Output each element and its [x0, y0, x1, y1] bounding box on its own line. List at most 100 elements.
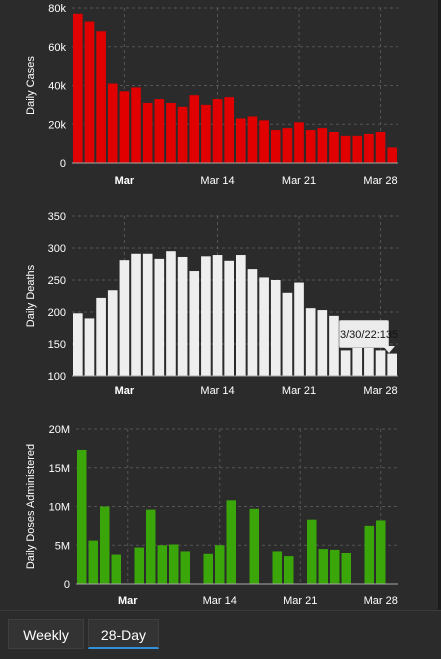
bar[interactable]: [134, 547, 145, 584]
bar[interactable]: [247, 116, 258, 164]
bar[interactable]: [224, 260, 234, 376]
y-tick-label: 10M: [49, 502, 70, 514]
y-tick-label: 5M: [55, 540, 70, 552]
bar[interactable]: [119, 91, 130, 163]
bar[interactable]: [282, 128, 293, 163]
x-tick-label: Mar 14: [200, 385, 234, 397]
bar[interactable]: [73, 313, 83, 376]
bar[interactable]: [201, 104, 211, 163]
bar[interactable]: [226, 500, 237, 584]
bar[interactable]: [146, 509, 156, 584]
bar[interactable]: [294, 122, 304, 163]
y-tick-label: 350: [48, 211, 66, 223]
x-tick-label: Mar 21: [282, 385, 316, 397]
bar[interactable]: [96, 31, 106, 163]
bar[interactable]: [177, 256, 188, 376]
bar-tooltip: 3/30/22:135: [339, 320, 398, 348]
bar[interactable]: [375, 350, 386, 376]
y-tick-label: 15M: [49, 463, 70, 475]
x-tick-label: Mar 28: [363, 385, 397, 397]
bar[interactable]: [73, 13, 83, 163]
bar[interactable]: [307, 519, 317, 584]
bar[interactable]: [294, 282, 304, 376]
x-tick-label: Mar: [115, 175, 135, 187]
bar[interactable]: [317, 310, 328, 376]
bar[interactable]: [201, 256, 211, 376]
y-tick-label: 250: [48, 275, 66, 287]
bar[interactable]: [215, 545, 225, 584]
daily-doses-chart: 0 5M 10M 15M 20M Mar Mar 14 Mar 21 Mar 28 Daily D…: [25, 424, 398, 607]
bar[interactable]: [375, 132, 386, 163]
bar[interactable]: [142, 102, 153, 163]
bar[interactable]: [376, 520, 386, 584]
bar[interactable]: [272, 551, 283, 584]
bar[interactable]: [166, 251, 176, 376]
bar[interactable]: [100, 506, 110, 585]
bar[interactable]: [305, 130, 316, 163]
bar[interactable]: [270, 130, 281, 163]
bar[interactable]: [84, 21, 95, 163]
x-tick-label: Mar 14: [200, 175, 234, 187]
y-tick-label: 200: [48, 307, 66, 319]
bar[interactable]: [189, 271, 200, 376]
bar[interactable]: [364, 340, 374, 376]
bar[interactable]: [318, 549, 329, 584]
bar[interactable]: [107, 83, 118, 163]
bar[interactable]: [111, 554, 122, 584]
bar[interactable]: [270, 280, 281, 376]
bar[interactable]: [364, 525, 375, 584]
bar[interactable]: [84, 318, 95, 376]
bar[interactable]: [154, 258, 165, 376]
y-tick-label: 20M: [49, 424, 70, 436]
bar[interactable]: [236, 118, 246, 163]
bar[interactable]: [387, 147, 397, 164]
tooltip-pointer: [383, 346, 395, 353]
bar[interactable]: [259, 120, 269, 163]
bar[interactable]: [157, 545, 168, 584]
bar[interactable]: [166, 102, 176, 163]
bar[interactable]: [169, 544, 179, 584]
bar[interactable]: [340, 135, 351, 163]
bar[interactable]: [249, 508, 260, 584]
bar[interactable]: [247, 269, 258, 376]
bar[interactable]: [317, 128, 328, 163]
y-axis-title: Daily Doses Administered: [25, 444, 37, 569]
daily-deaths-chart: 100 150 200 250 300 350 Mar Mar 14 Mar 21 Mar 28 D…: [25, 211, 398, 397]
daily-cases-chart: 0 20k 40k 60k 80k Mar Mar 14 Mar 21 Mar 28 Daily …: [25, 3, 398, 187]
bar[interactable]: [282, 292, 293, 376]
bar[interactable]: [154, 99, 165, 163]
bar[interactable]: [177, 106, 188, 163]
window-edge: [438, 0, 441, 620]
bar[interactable]: [131, 253, 141, 376]
tab-weekly[interactable]: Weekly: [8, 619, 84, 649]
bar[interactable]: [329, 132, 339, 163]
bar[interactable]: [329, 315, 339, 376]
bar[interactable]: [96, 297, 106, 376]
bar[interactable]: [224, 97, 234, 163]
bar[interactable]: [236, 255, 246, 376]
bar[interactable]: [88, 540, 99, 584]
bar[interactable]: [259, 277, 269, 376]
y-tick-label: 150: [48, 339, 66, 351]
bar[interactable]: [387, 353, 397, 376]
bar[interactable]: [142, 253, 153, 376]
bar[interactable]: [284, 556, 294, 584]
bar[interactable]: [352, 135, 363, 163]
bar[interactable]: [131, 87, 141, 163]
bar[interactable]: [77, 449, 87, 584]
bar[interactable]: [180, 551, 191, 584]
bar[interactable]: [212, 99, 223, 163]
bar[interactable]: [364, 133, 374, 163]
bar[interactable]: [212, 255, 223, 376]
tab-28-day[interactable]: 28-Day: [88, 619, 159, 649]
bar[interactable]: [119, 260, 130, 376]
bar[interactable]: [107, 290, 118, 376]
bar[interactable]: [189, 95, 200, 163]
bar[interactable]: [352, 344, 363, 376]
bar[interactable]: [330, 549, 340, 584]
bar[interactable]: [340, 350, 351, 376]
bar[interactable]: [341, 553, 352, 584]
x-tick-label: Mar: [118, 595, 138, 607]
bar[interactable]: [305, 308, 316, 376]
bar[interactable]: [203, 553, 214, 584]
